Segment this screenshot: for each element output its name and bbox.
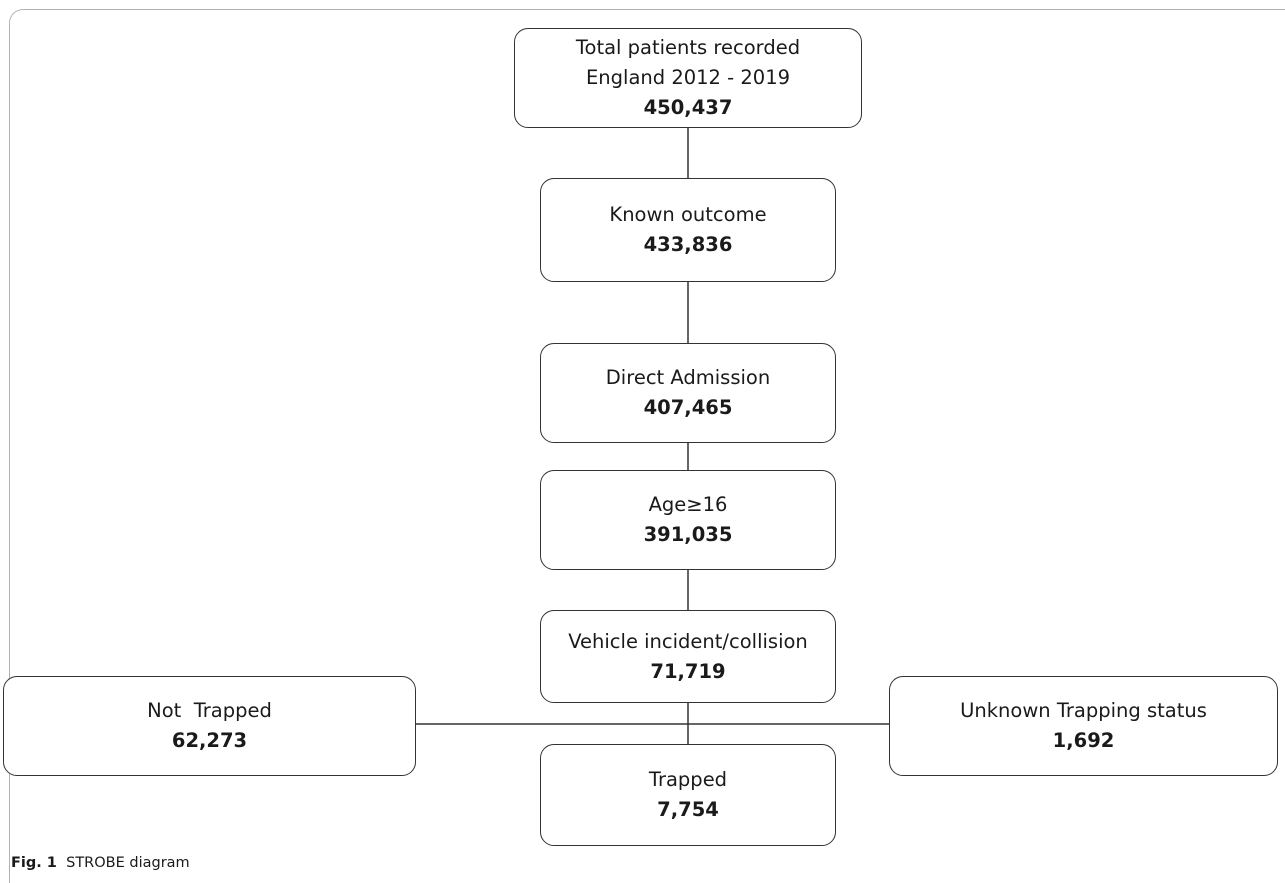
box-vehicle-count: 71,719 xyxy=(650,659,726,683)
box-vehicle-line1: Vehicle incident/collision xyxy=(568,629,808,653)
box-known-outcome: Known outcome 433,836 xyxy=(540,178,836,282)
box-direct-count: 407,465 xyxy=(643,396,733,419)
box-total-line1: Total patients recorded xyxy=(575,36,801,59)
box-vehicle-incident: Vehicle incident/collision 71,719 xyxy=(540,610,836,703)
box-trapped-line1: Trapped xyxy=(648,768,728,791)
box-known-line1: Known outcome xyxy=(609,203,767,226)
box-direct-line1: Direct Admission xyxy=(605,366,771,389)
box-direct-admission: Direct Admission 407,465 xyxy=(540,343,836,443)
figure-frame xyxy=(9,9,1285,883)
box-age-line1: Age≥16 xyxy=(648,493,728,516)
figure-caption: Fig. 1 STROBE diagram xyxy=(11,855,190,871)
caption-label: Fig. 1 xyxy=(11,855,57,871)
box-not-trapped: Not Trapped 62,273 xyxy=(3,676,416,776)
box-age: Age≥16 391,035 xyxy=(540,470,836,570)
box-unknown-line1: Unknown Trapping status xyxy=(960,699,1207,722)
box-total-line2: England 2012 - 2019 xyxy=(585,66,791,89)
box-unknown-trapping: Unknown Trapping status 1,692 xyxy=(889,676,1278,776)
box-not-trapped-count: 62,273 xyxy=(171,729,248,752)
caption-text: STROBE diagram xyxy=(66,855,190,871)
box-trapped: Trapped 7,754 xyxy=(540,744,836,846)
box-age-count: 391,035 xyxy=(643,523,733,546)
box-total-count: 450,437 xyxy=(643,96,733,119)
box-unknown-count: 1,692 xyxy=(1052,729,1115,752)
box-not-trapped-line1: Not Trapped xyxy=(147,699,272,722)
box-trapped-count: 7,754 xyxy=(657,798,719,821)
box-total-patients: Total patients recorded England 2012 - 2… xyxy=(514,28,862,128)
box-known-count: 433,836 xyxy=(643,233,733,256)
